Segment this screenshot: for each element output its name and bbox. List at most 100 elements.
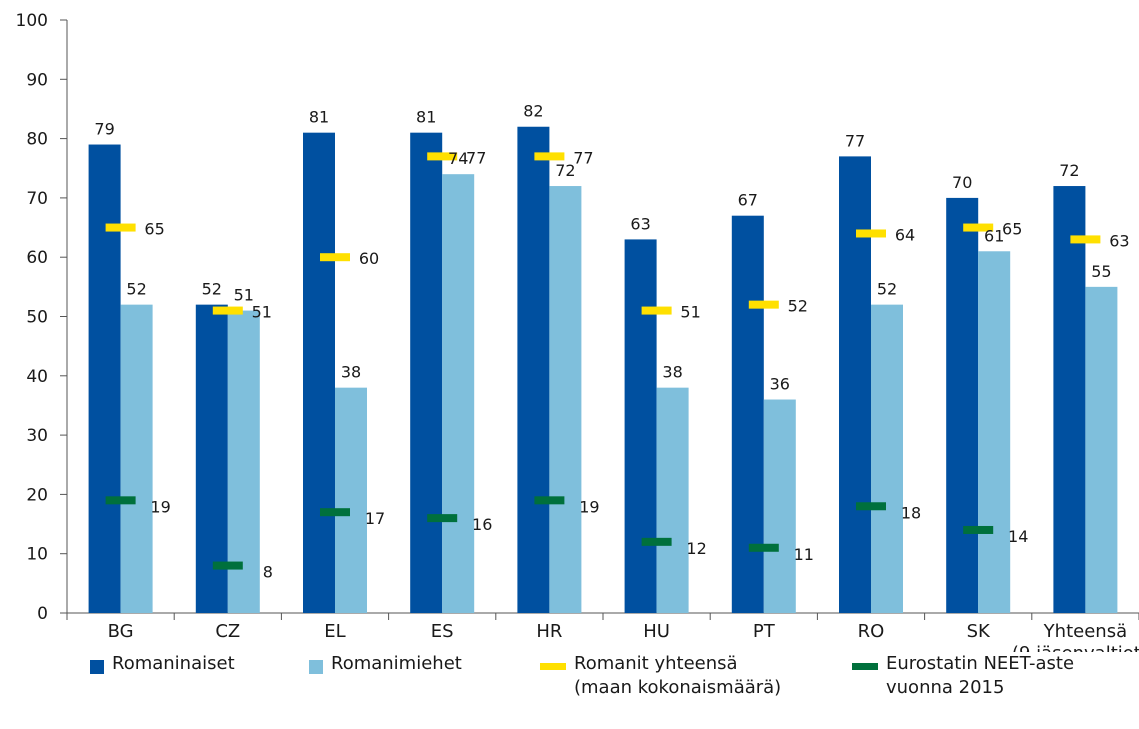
data-label-romanimiehet: 52 bbox=[126, 280, 146, 299]
data-label-romaninaiset: 67 bbox=[738, 191, 758, 210]
data-label-romanit-yhteensa: 51 bbox=[252, 303, 272, 322]
data-label-romanit-yhteensa: 65 bbox=[1002, 220, 1022, 239]
bar-romaninaiset bbox=[624, 239, 657, 613]
data-label-eurostat-neet: 19 bbox=[579, 497, 599, 516]
marker-romanit-yhteensa bbox=[1070, 235, 1101, 244]
bar-romanimiehet bbox=[763, 399, 796, 613]
data-label-romanimiehet: 51 bbox=[234, 286, 254, 305]
bar-romaninaiset bbox=[88, 144, 121, 613]
data-label-romanimiehet: 55 bbox=[1091, 262, 1111, 281]
x-tick-label: HU bbox=[643, 621, 670, 642]
legend-swatch-eurostat-neet bbox=[852, 663, 878, 670]
bar-romanimiehet bbox=[871, 304, 903, 613]
bar-romaninaiset bbox=[1053, 186, 1086, 614]
y-tick-label: 50 bbox=[26, 308, 48, 328]
bar-romaninaiset bbox=[946, 197, 979, 613]
markers bbox=[105, 152, 1101, 570]
x-tick-label: EL bbox=[324, 621, 345, 642]
x-tick-label: PT bbox=[753, 621, 776, 642]
data-label-romaninaiset: 70 bbox=[952, 173, 972, 192]
marker-eurostat-neet bbox=[748, 543, 779, 552]
data-label-eurostat-neet: 17 bbox=[365, 509, 385, 528]
data-label-romanimiehet: 74 bbox=[448, 149, 468, 168]
marker-romanit-yhteensa bbox=[105, 223, 136, 232]
marker-romanit-yhteensa bbox=[427, 152, 458, 161]
marker-romanit-yhteensa bbox=[212, 306, 243, 315]
data-label-eurostat-neet: 18 bbox=[901, 503, 921, 522]
legend-label: Romaninaiset bbox=[112, 653, 235, 674]
marker-eurostat-neet bbox=[320, 508, 350, 517]
data-label-romaninaiset: 63 bbox=[630, 214, 650, 233]
legend-item-eurostat-neet: Eurostatin NEET-aste vuonna 2015 bbox=[852, 652, 1074, 700]
y-tick-label: 20 bbox=[26, 485, 48, 505]
bar-romanimiehet bbox=[120, 304, 153, 613]
data-label-romanit-yhteensa: 63 bbox=[1109, 231, 1129, 250]
data-label-romanimiehet: 38 bbox=[341, 363, 361, 382]
data-label-romanit-yhteensa: 65 bbox=[144, 220, 164, 239]
y-tick-label: 90 bbox=[26, 70, 48, 90]
x-tick-label: HR bbox=[536, 621, 562, 642]
bars bbox=[88, 126, 1118, 614]
marker-eurostat-neet bbox=[641, 537, 672, 546]
legend-swatch-romanit-yhteensa bbox=[540, 663, 566, 670]
bar-romanimiehet bbox=[335, 387, 367, 613]
data-label-romanit-yhteensa: 60 bbox=[359, 249, 379, 268]
data-label-romaninaiset: 52 bbox=[202, 280, 222, 299]
x-tick-label: CZ bbox=[215, 621, 240, 642]
y-tick-label: 60 bbox=[26, 248, 48, 268]
y-tick-label: 10 bbox=[26, 545, 48, 565]
marker-romanit-yhteensa bbox=[534, 152, 565, 161]
marker-eurostat-neet bbox=[963, 525, 994, 534]
y-tick-label: 30 bbox=[26, 426, 48, 446]
legend-item-romanit-yhteensa: Romanit yhteensä (maan kokonaismäärä) bbox=[540, 652, 781, 700]
marker-romanit-yhteensa bbox=[963, 223, 994, 232]
data-label-romaninaiset: 82 bbox=[523, 102, 543, 121]
data-label-romanit-yhteensa: 77 bbox=[466, 148, 486, 167]
bar-romaninaiset bbox=[731, 215, 764, 613]
data-label-romanit-yhteensa: 52 bbox=[788, 297, 808, 316]
data-label-eurostat-neet: 8 bbox=[263, 563, 273, 582]
bar-romaninaiset bbox=[517, 126, 550, 614]
bar-romaninaiset bbox=[410, 132, 443, 614]
x-tick-label: BG bbox=[108, 621, 134, 642]
bar-romanimiehet bbox=[549, 186, 582, 614]
data-label-eurostat-neet: 19 bbox=[150, 497, 170, 516]
axes: 0 10 20 30 40 50 60 70 80 90 100 BG CZ EL ES HR HU PT RO SK… bbox=[16, 11, 1139, 652]
data-label-romanit-yhteensa: 77 bbox=[573, 148, 593, 167]
y-tick-label: 80 bbox=[26, 130, 48, 150]
bar-romanimiehet bbox=[1085, 286, 1118, 613]
x-tick-label: ES bbox=[431, 621, 454, 642]
marker-romanit-yhteensa bbox=[320, 253, 350, 262]
bar-romanimiehet bbox=[442, 174, 475, 613]
data-label-romanit-yhteensa: 51 bbox=[680, 303, 700, 322]
bar-chart: 0 10 20 30 40 50 60 70 80 90 100 BG CZ EL ES HR HU PT RO SK… bbox=[16, 11, 1139, 652]
bar-romanimiehet bbox=[656, 387, 689, 613]
data-label-romanimiehet: 52 bbox=[877, 280, 897, 299]
data-label-eurostat-neet: 16 bbox=[472, 515, 492, 534]
y-tick-label: 70 bbox=[26, 189, 48, 209]
legend-item-romaninaiset: Romaninaiset bbox=[90, 652, 235, 676]
legend-swatch-romanimiehet bbox=[309, 660, 323, 674]
marker-eurostat-neet bbox=[212, 561, 243, 570]
bar-romaninaiset bbox=[303, 132, 335, 614]
data-label-romaninaiset: 72 bbox=[1059, 161, 1079, 180]
bar-romaninaiset bbox=[839, 156, 871, 613]
marker-eurostat-neet bbox=[856, 502, 886, 511]
legend-item-romanimiehet: Romanimiehet bbox=[309, 652, 462, 676]
legend-label: Romanit yhteensä (maan kokonaismäärä) bbox=[574, 653, 782, 698]
y-tick-label: 100 bbox=[16, 11, 48, 31]
x-tick-label: Yhteensä(9 jäsenvaltiota) bbox=[1012, 621, 1139, 652]
marker-eurostat-neet bbox=[427, 514, 458, 523]
data-label-romaninaiset: 81 bbox=[309, 108, 329, 127]
x-tick-label: SK bbox=[967, 621, 991, 642]
y-tick-label: 0 bbox=[37, 604, 48, 624]
data-label-eurostat-neet: 11 bbox=[794, 545, 814, 564]
data-label-eurostat-neet: 14 bbox=[1008, 527, 1028, 546]
data-label-romanimiehet: 36 bbox=[770, 375, 790, 394]
legend: Romaninaiset Romanimiehet Romanit yhteen… bbox=[0, 652, 1139, 722]
marker-romanit-yhteensa bbox=[641, 306, 672, 315]
data-label-romaninaiset: 79 bbox=[94, 120, 114, 139]
marker-romanit-yhteensa bbox=[856, 229, 886, 238]
data-label-romaninaiset: 81 bbox=[416, 108, 436, 127]
legend-swatch-romaninaiset bbox=[90, 660, 104, 674]
